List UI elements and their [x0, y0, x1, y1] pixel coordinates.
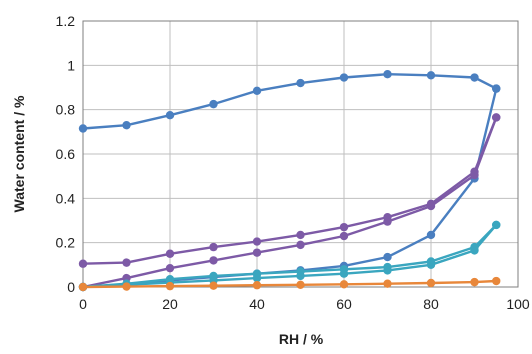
x-tick-label: 80	[423, 296, 439, 312]
series-layer	[78, 70, 501, 292]
data-point	[78, 259, 88, 268]
data-point	[165, 281, 175, 291]
data-point	[339, 73, 349, 82]
data-point	[252, 86, 262, 96]
data-point	[426, 230, 436, 240]
y-tick-label: 0.8	[56, 102, 76, 118]
data-point	[470, 277, 479, 287]
data-point	[78, 124, 88, 133]
data-point	[492, 113, 501, 122]
data-point	[165, 111, 175, 120]
data-point	[165, 249, 175, 258]
y-tick-label: 0.6	[56, 146, 76, 162]
data-point	[492, 276, 501, 286]
y-tick-label: 0.2	[56, 235, 76, 251]
data-point	[339, 231, 349, 241]
data-point	[296, 280, 305, 289]
data-point	[426, 260, 436, 270]
data-point	[209, 242, 218, 252]
series-line	[81, 87, 498, 289]
y-axis-label: Water content / %	[11, 95, 27, 212]
y-tick-label: 1.2	[56, 13, 76, 29]
series-4	[78, 113, 501, 292]
data-point	[470, 73, 479, 82]
data-point	[339, 222, 349, 232]
series-3	[78, 113, 501, 268]
data-point	[122, 120, 131, 130]
data-point	[426, 278, 436, 288]
data-point	[383, 70, 392, 79]
series-6	[78, 220, 501, 292]
data-point	[426, 201, 436, 211]
data-point	[383, 266, 392, 275]
series-7	[78, 276, 501, 292]
series-1	[78, 70, 501, 133]
data-point	[470, 246, 479, 255]
x-tick-label: 20	[162, 296, 178, 312]
y-tick-label: 0	[67, 279, 75, 295]
tick-layer: 0 0.2 0.4 0.6 0.8 1 1.2 0 20 40 60 80 100	[56, 13, 530, 312]
data-point	[252, 248, 262, 257]
x-tick-label: 0	[79, 296, 87, 312]
data-point	[296, 271, 305, 281]
x-tick-label: 60	[336, 296, 352, 312]
data-point	[209, 281, 218, 290]
data-point	[492, 220, 501, 230]
data-point	[492, 84, 501, 93]
data-point	[252, 281, 262, 290]
data-point	[339, 280, 349, 289]
data-point	[383, 279, 392, 288]
data-point	[122, 282, 131, 291]
data-point	[296, 78, 305, 88]
data-point	[339, 269, 349, 278]
data-point	[470, 170, 479, 180]
y-tick-label: 1	[67, 57, 75, 73]
data-point	[78, 282, 88, 292]
data-point	[252, 237, 262, 246]
data-point	[165, 263, 175, 273]
data-point	[209, 256, 218, 265]
series-line	[81, 72, 498, 130]
data-point	[252, 273, 262, 283]
x-tick-label: 100	[506, 296, 530, 312]
series-line	[81, 116, 498, 265]
x-axis-label: RH / %	[279, 331, 324, 347]
series-5	[78, 220, 501, 292]
data-point	[209, 99, 218, 109]
x-tick-label: 40	[249, 296, 265, 312]
y-tick-label: 0.4	[56, 190, 76, 206]
data-point	[296, 230, 305, 240]
data-point	[383, 217, 392, 226]
grid-layer	[82, 20, 519, 288]
data-point	[122, 258, 131, 267]
data-point	[426, 71, 436, 80]
data-point	[296, 240, 305, 250]
data-point	[383, 252, 392, 262]
